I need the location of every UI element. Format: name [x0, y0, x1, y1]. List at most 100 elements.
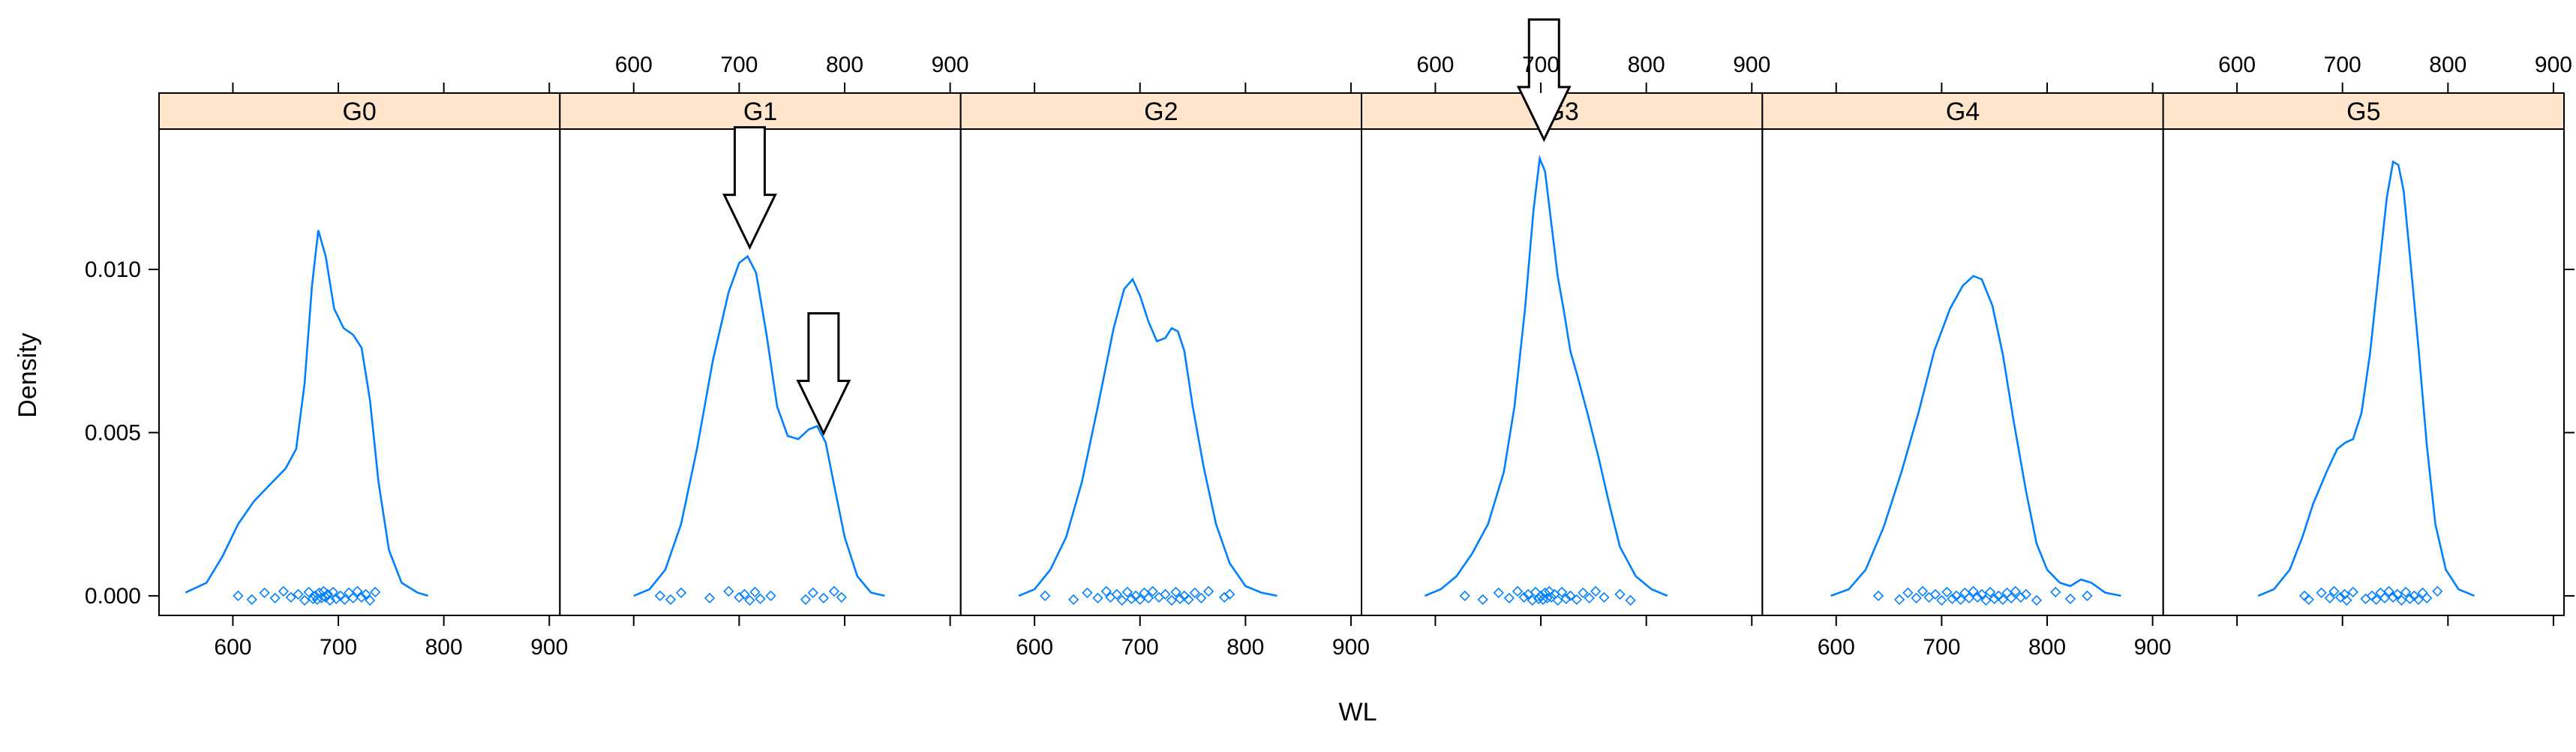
data-point — [723, 585, 734, 597]
data-point — [1941, 586, 1953, 598]
data-point — [1040, 590, 1051, 602]
y-tick-label: 0.010 — [85, 257, 141, 282]
data-point — [2391, 588, 2403, 600]
data-point — [1997, 594, 2009, 606]
data-point — [331, 593, 342, 605]
data-point — [285, 591, 296, 603]
data-point — [269, 592, 281, 604]
panel-frame-g4 — [1761, 128, 2164, 616]
data-point — [1955, 594, 1966, 606]
data-point — [836, 591, 847, 603]
data-point — [1092, 592, 1103, 604]
strip-label-g5: G5 — [2346, 98, 2380, 126]
data-point — [1972, 591, 1983, 603]
x-axis-label: WL — [1339, 698, 1377, 726]
data-point — [1196, 592, 1207, 604]
panel-g5: G5 — [2162, 92, 2565, 616]
x-tick-label: 700 — [1522, 53, 1560, 77]
y-tick-label: 0.000 — [85, 584, 141, 609]
data-point — [1527, 594, 1538, 606]
data-point — [1503, 592, 1515, 604]
data-point — [1980, 594, 1992, 606]
data-point — [1147, 585, 1158, 597]
data-point — [1170, 586, 1181, 598]
data-point — [1537, 594, 1548, 606]
data-point — [1984, 586, 1996, 598]
data-point — [1111, 588, 1122, 600]
strip-label-g4: G4 — [1946, 98, 1980, 126]
data-point — [1968, 585, 1979, 597]
data-point — [1584, 592, 1595, 604]
x-tick-label: 700 — [1923, 635, 1960, 660]
data-point — [1893, 594, 1905, 606]
data-point — [2388, 591, 2399, 603]
data-point — [2412, 594, 2424, 606]
data-point — [1989, 593, 2000, 605]
data-point — [1614, 588, 1626, 600]
data-point — [1067, 594, 1079, 606]
data-point — [2020, 588, 2032, 600]
data-point — [352, 585, 363, 597]
strip-g2 — [959, 92, 1362, 130]
data-point — [318, 585, 329, 597]
data-point — [2347, 586, 2358, 598]
panel-g2: G2 — [959, 92, 1362, 616]
data-point — [1578, 587, 1589, 599]
data-point — [2432, 585, 2443, 597]
data-point — [1153, 591, 1165, 603]
data-point — [2050, 586, 2061, 598]
data-point — [293, 588, 304, 600]
data-point — [356, 591, 368, 603]
strip-label-g1: G1 — [743, 98, 777, 126]
data-point — [1116, 594, 1127, 606]
data-point — [1459, 590, 1470, 602]
data-point — [2334, 591, 2346, 603]
data-point — [347, 592, 359, 604]
x-tick-label: 800 — [826, 53, 863, 77]
data-point — [1142, 592, 1154, 604]
y-tick-label: 0.005 — [85, 420, 141, 445]
data-point — [1963, 592, 1975, 604]
panel-g3: G3 — [1361, 18, 1764, 616]
data-point — [1923, 591, 1935, 603]
data-point — [1560, 593, 1572, 605]
data-point — [1542, 592, 1553, 604]
x-tick-label: 600 — [2218, 53, 2256, 77]
data-point — [1544, 585, 1555, 597]
data-point — [1530, 586, 1542, 598]
data-point — [2396, 594, 2407, 606]
x-tick-label: 900 — [1733, 53, 1770, 77]
data-point — [1947, 593, 1958, 605]
panel-g1: G1 — [559, 92, 962, 616]
data-point — [675, 587, 687, 599]
strip-label-g0: G0 — [342, 98, 376, 126]
data-point — [755, 593, 766, 605]
data-point — [2010, 585, 2021, 597]
data-point — [246, 594, 257, 606]
x-tick-label: 600 — [214, 635, 251, 660]
panel-frame-g5 — [2162, 128, 2565, 616]
data-point — [704, 592, 716, 604]
data-point — [1082, 587, 1093, 599]
data-point — [1100, 585, 1112, 597]
data-point — [765, 590, 776, 602]
data-point — [2006, 592, 2017, 604]
x-tick-label: 600 — [615, 53, 653, 77]
data-point — [303, 586, 314, 598]
x-tick-label: 600 — [1416, 53, 1454, 77]
data-point — [299, 594, 311, 606]
data-point — [1126, 593, 1137, 605]
x-tick-label: 900 — [932, 53, 969, 77]
x-tick-label: 800 — [2028, 635, 2066, 660]
x-tick-label: 900 — [2535, 53, 2572, 77]
annotation-arrow — [1516, 18, 1572, 143]
data-point — [1533, 593, 1545, 605]
annotation-arrow — [796, 312, 851, 436]
panel-frame-g3 — [1361, 128, 1764, 616]
data-point — [1902, 587, 1914, 599]
data-point — [1976, 588, 1987, 600]
data-point — [365, 594, 376, 606]
data-point — [1477, 594, 1488, 606]
density-line-g5 — [2257, 160, 2475, 597]
